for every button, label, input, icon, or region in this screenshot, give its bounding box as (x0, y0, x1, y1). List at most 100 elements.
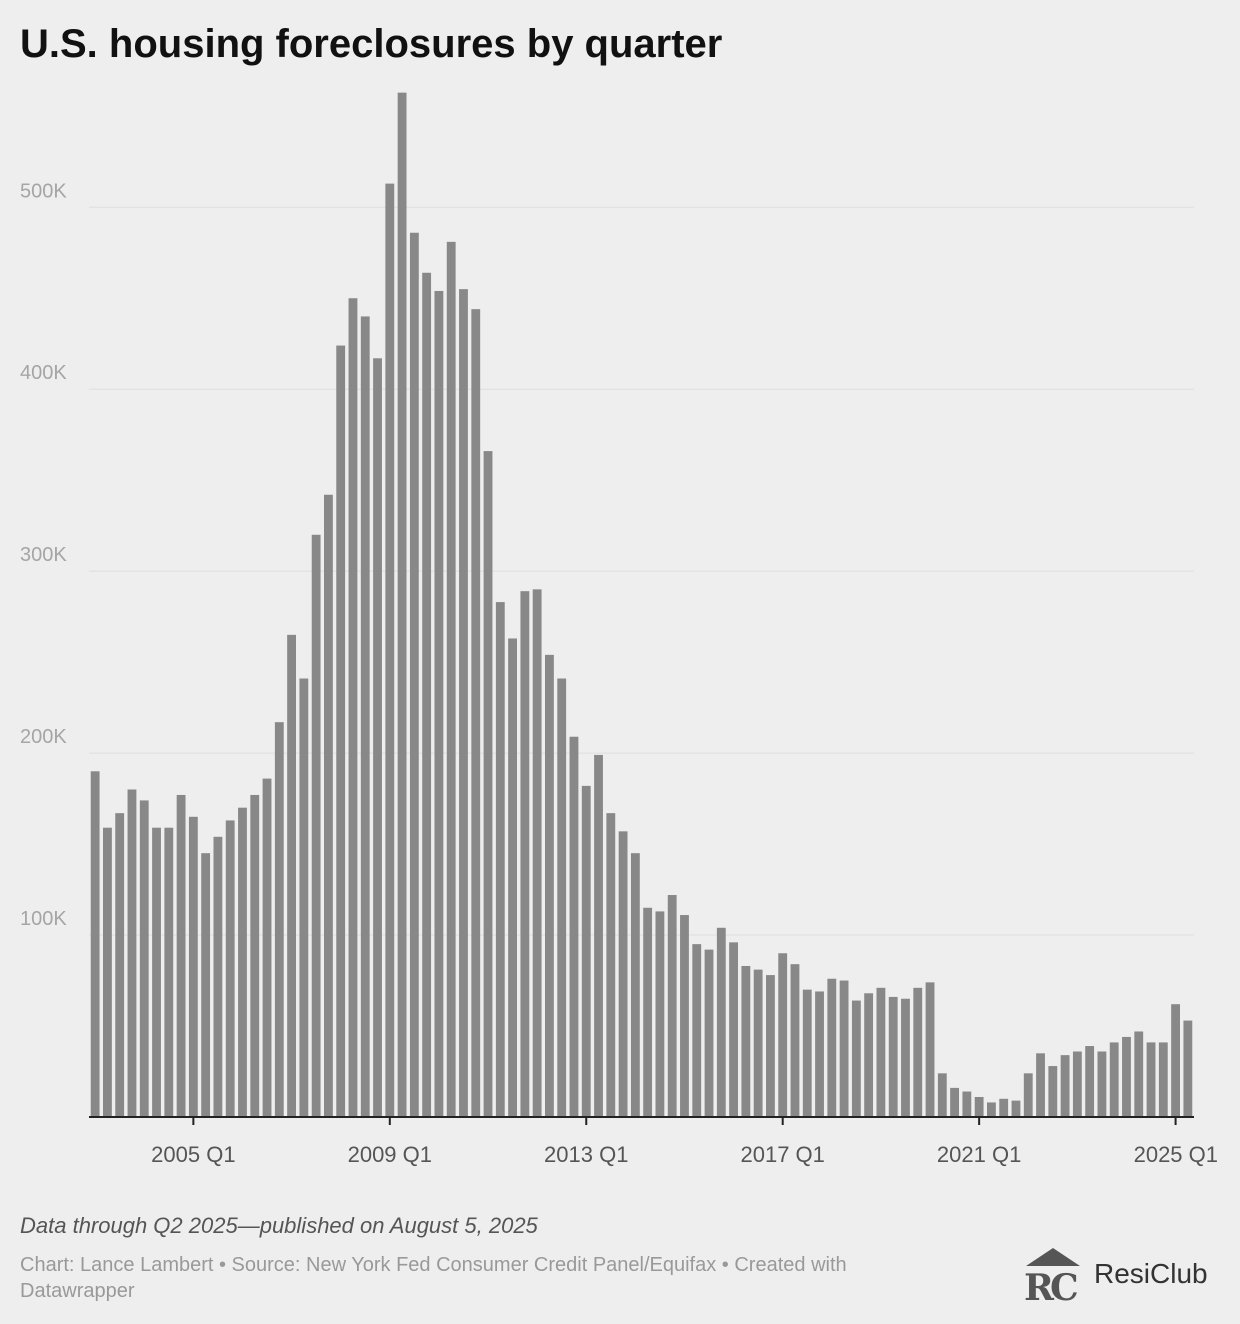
bar (986, 1102, 996, 1117)
data-note: Data through Q2 2025—published on August… (20, 1213, 538, 1238)
bar (925, 982, 935, 1117)
chart-title: U.S. housing foreclosures by quarter (20, 22, 723, 66)
bar (127, 789, 137, 1117)
bar (409, 232, 419, 1118)
bar (544, 654, 554, 1117)
svg-text:C: C (1050, 1267, 1079, 1302)
bar (950, 1087, 960, 1117)
bar (1171, 1004, 1181, 1117)
bar (1085, 1046, 1095, 1117)
bar (225, 820, 235, 1117)
bar (459, 289, 468, 1117)
bar (495, 602, 505, 1117)
bar-chart: 100K 200K 300K 400K 500K 2005 Q1 2009 Q1 2013 … (20, 92, 1218, 1167)
resiclub-rc-logo-icon: R C (1024, 1248, 1080, 1302)
bar (680, 915, 689, 1117)
bar (115, 813, 125, 1117)
bar (753, 969, 763, 1117)
y-tick-label: 200K (20, 726, 67, 748)
bar (1146, 1042, 1156, 1117)
logo-name: ResiClub (1094, 1258, 1208, 1289)
bar (606, 813, 616, 1117)
bar (1011, 1100, 1021, 1117)
bar (790, 964, 800, 1117)
bar (250, 794, 260, 1117)
bar (397, 92, 407, 1118)
bar (471, 309, 481, 1117)
bar (716, 927, 726, 1117)
bar (483, 451, 493, 1117)
bar (299, 678, 309, 1117)
bar (851, 1000, 861, 1117)
bar (1036, 1053, 1045, 1117)
x-tick-label: 2025 Q1 (1134, 1142, 1218, 1167)
bar (630, 853, 640, 1117)
bar (901, 998, 910, 1117)
y-tick-label: 500K (20, 180, 67, 202)
bar (508, 638, 518, 1117)
x-tick-label: 2017 Q1 (740, 1142, 824, 1167)
bar (1048, 1066, 1058, 1117)
bar (422, 272, 432, 1117)
bar (815, 991, 824, 1117)
resiclub-logo[interactable]: R C ResiClub (1024, 1244, 1208, 1304)
bar (1122, 1036, 1131, 1117)
bar (90, 771, 100, 1117)
bar (667, 895, 677, 1117)
bar (765, 975, 775, 1117)
bar (385, 183, 395, 1117)
bar (434, 290, 444, 1117)
bar (532, 589, 542, 1117)
bar (864, 993, 874, 1117)
x-tick-label: 2021 Q1 (937, 1142, 1021, 1167)
bar (729, 942, 739, 1117)
bar (937, 1073, 947, 1117)
x-axis-ticks: 2005 Q1 2009 Q1 2013 Q1 2017 Q1 2021 Q1 2025 … (151, 1117, 1218, 1167)
bar (336, 345, 346, 1117)
bar (913, 987, 923, 1117)
y-axis-ticks: 100K 200K 300K 400K 500K (20, 180, 67, 930)
bar (974, 1096, 984, 1117)
bar (311, 534, 321, 1117)
bar (741, 965, 751, 1117)
bar (152, 827, 161, 1117)
bar (446, 241, 456, 1118)
bar (962, 1091, 972, 1117)
bar (274, 722, 284, 1117)
bar (692, 944, 702, 1117)
bar (581, 785, 591, 1117)
bar (643, 907, 653, 1117)
svg-text:R: R (1024, 1267, 1055, 1302)
bar (102, 827, 112, 1117)
y-tick-label: 100K (20, 908, 67, 930)
bar (213, 836, 223, 1117)
bar (1109, 1042, 1119, 1117)
bar (827, 978, 837, 1117)
bar (287, 634, 297, 1117)
gridlines (89, 206, 1194, 936)
bar (1158, 1042, 1168, 1117)
bar (778, 953, 788, 1117)
bar (1134, 1031, 1144, 1117)
bar (188, 816, 198, 1117)
bar (802, 989, 812, 1117)
bar (618, 831, 628, 1117)
bar (1023, 1073, 1033, 1117)
x-tick-label: 2009 Q1 (348, 1142, 432, 1167)
bar (262, 778, 272, 1117)
bar (888, 996, 898, 1117)
bar (360, 316, 370, 1118)
bar (201, 853, 211, 1117)
chart-credits: Chart: Lance Lambert • Source: New York … (20, 1254, 847, 1302)
y-tick-label: 300K (20, 544, 67, 566)
bar (655, 911, 665, 1117)
bar (139, 800, 149, 1117)
y-tick-label: 400K (20, 362, 67, 384)
bar (999, 1098, 1009, 1117)
bar (839, 980, 849, 1117)
x-tick-label: 2005 Q1 (151, 1142, 235, 1167)
bar (176, 794, 186, 1117)
bars (90, 92, 1193, 1118)
bar (1183, 1020, 1193, 1117)
